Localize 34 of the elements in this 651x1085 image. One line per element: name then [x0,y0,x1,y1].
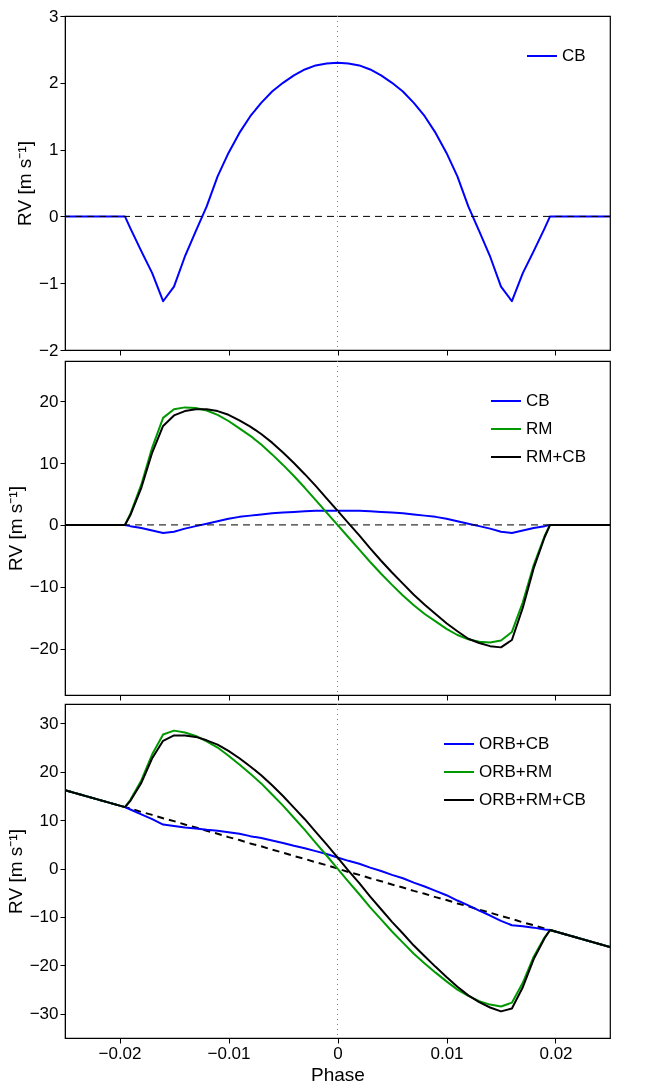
x-tick-label: 0.02 [539,1043,573,1063]
legend-label: CB [562,46,586,65]
y-tick-label: −30 [29,1004,59,1024]
y-axis-title: RV [m s⁻¹] [4,486,26,571]
y-tick-label: 1 [49,140,59,160]
y-tick-label: −20 [29,955,59,975]
y-axis-title: RV [m s⁻¹] [4,829,26,914]
x-axis-title: Phase [311,1063,365,1085]
y-tick-label: 0 [49,859,59,879]
y-tick-label: 10 [39,810,59,830]
x-tick-label: −0.01 [207,1043,251,1063]
legend-label: ORB+RM [479,762,553,781]
legend-label: ORB+CB [479,734,550,753]
y-tick-label: 20 [39,391,59,411]
y-tick-label: 0 [49,515,59,535]
y-tick-label: −2 [39,340,59,360]
y-tick-label: 2 [49,73,59,93]
y-axis-title: RV [m s⁻¹] [14,141,36,226]
x-tick-label: 0.01 [430,1043,464,1063]
x-tick-label: −0.02 [98,1043,142,1063]
y-tick-label: 3 [49,6,59,26]
y-tick-label: 0 [49,206,59,226]
legend-label: RM+CB [526,447,586,466]
legend-label: CB [526,391,550,410]
y-tick-label: −10 [29,577,59,597]
x-tick-label: 0 [333,1043,343,1063]
y-tick-label: 30 [39,713,59,733]
y-tick-label: −20 [29,639,59,659]
y-tick-label: −1 [39,273,59,293]
y-tick-label: 20 [39,762,59,782]
y-tick-label: −10 [29,907,59,927]
legend-label: ORB+RM+CB [479,790,586,809]
y-tick-label: 10 [39,453,59,473]
legend-label: RM [526,419,553,438]
